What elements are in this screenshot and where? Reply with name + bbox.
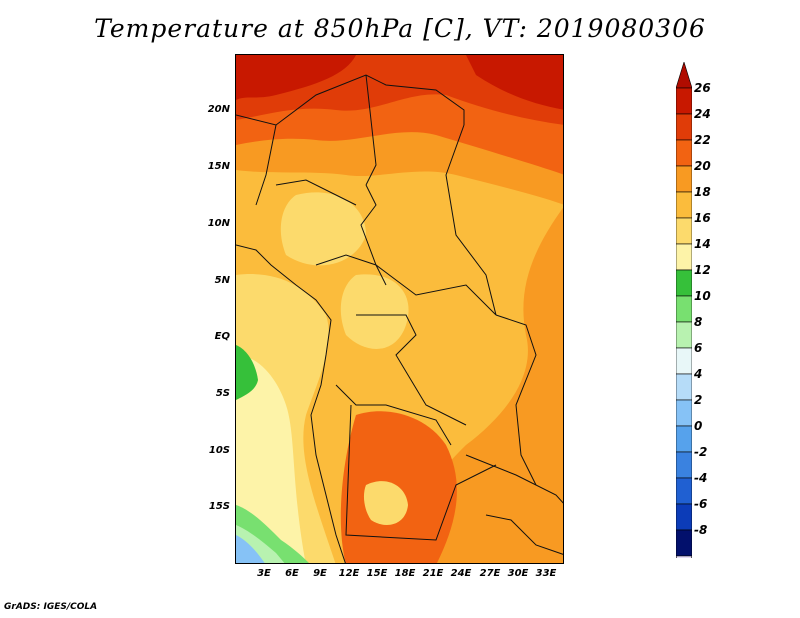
colorbar-label: 2 — [694, 393, 703, 407]
lat-label-5s: 5S — [215, 388, 230, 399]
colorbar-segment — [676, 529, 692, 557]
colorbar-label: 4 — [694, 367, 703, 381]
colorbar-label: 12 — [694, 263, 711, 277]
lon-label-3e: 3E — [257, 568, 271, 579]
lon-label-12e: 12E — [338, 568, 360, 579]
colorbar-segment — [676, 113, 692, 141]
colorbar-label: 18 — [694, 185, 711, 199]
colorbar-segment — [676, 217, 692, 245]
lon-label-9e: 9E — [313, 568, 327, 579]
lon-label-15e: 15E — [366, 568, 388, 579]
colorbar-segment — [676, 139, 692, 167]
colorbar-label: 16 — [694, 211, 711, 225]
lat-label-5n: 5N — [214, 275, 230, 286]
colorbar-label: 22 — [694, 133, 711, 147]
colorbar-label: 20 — [694, 159, 711, 173]
colorbar-segment — [676, 295, 692, 323]
colorbar-segment — [676, 87, 692, 115]
colorbar-segment — [676, 165, 692, 193]
lat-label-10s: 10S — [208, 445, 230, 456]
colorbar-segment — [676, 503, 692, 531]
colorbar-segment — [676, 477, 692, 505]
lat-label-15n: 15N — [207, 161, 230, 172]
colorbar-label: 6 — [694, 341, 703, 355]
colorbar-segment — [676, 269, 692, 297]
colorbar-segment — [676, 243, 692, 271]
colorbar-label: 0 — [694, 419, 703, 433]
grads-credit: GrADS: IGES/COLA — [4, 602, 98, 612]
colorbar-label: 8 — [694, 315, 703, 329]
colorbar-label: 24 — [694, 107, 711, 121]
lat-label-10n: 10N — [207, 218, 230, 229]
colorbar-label: -4 — [694, 471, 708, 485]
temperature-field — [236, 55, 563, 563]
lon-label-33e: 33E — [535, 568, 557, 579]
lat-label-15s: 15S — [208, 501, 230, 512]
colorbar-segment — [676, 321, 692, 349]
lon-label-27e: 27E — [479, 568, 501, 579]
colorbar-label: 26 — [694, 81, 711, 95]
lon-label-24e: 24E — [450, 568, 472, 579]
temperature-map — [235, 54, 564, 564]
colorbar-segment — [676, 347, 692, 375]
colorbar — [676, 62, 692, 558]
colorbar-segment — [676, 399, 692, 427]
colorbar-segment — [676, 425, 692, 453]
colorbar-label: 10 — [694, 289, 711, 303]
colorbar-label: -8 — [694, 523, 708, 537]
colorbar-label: 14 — [694, 237, 711, 251]
colorbar-label: -6 — [694, 497, 708, 511]
lon-label-21e: 21E — [422, 568, 444, 579]
colorbar-segment — [676, 451, 692, 479]
colorbar-bottom-arrow — [676, 555, 692, 558]
map-title: Temperature at 850hPa [C], VT: 201908030… — [94, 14, 706, 43]
colorbar-top-arrow — [676, 62, 692, 89]
colorbar-label: -2 — [694, 445, 708, 459]
colorbar-segment — [676, 191, 692, 219]
lat-label-eq: EQ — [214, 331, 230, 342]
lat-label-20n: 20N — [207, 104, 230, 115]
lon-label-30e: 30E — [507, 568, 529, 579]
colorbar-segment — [676, 373, 692, 401]
lon-label-6e: 6E — [285, 568, 299, 579]
lon-label-18e: 18E — [394, 568, 416, 579]
